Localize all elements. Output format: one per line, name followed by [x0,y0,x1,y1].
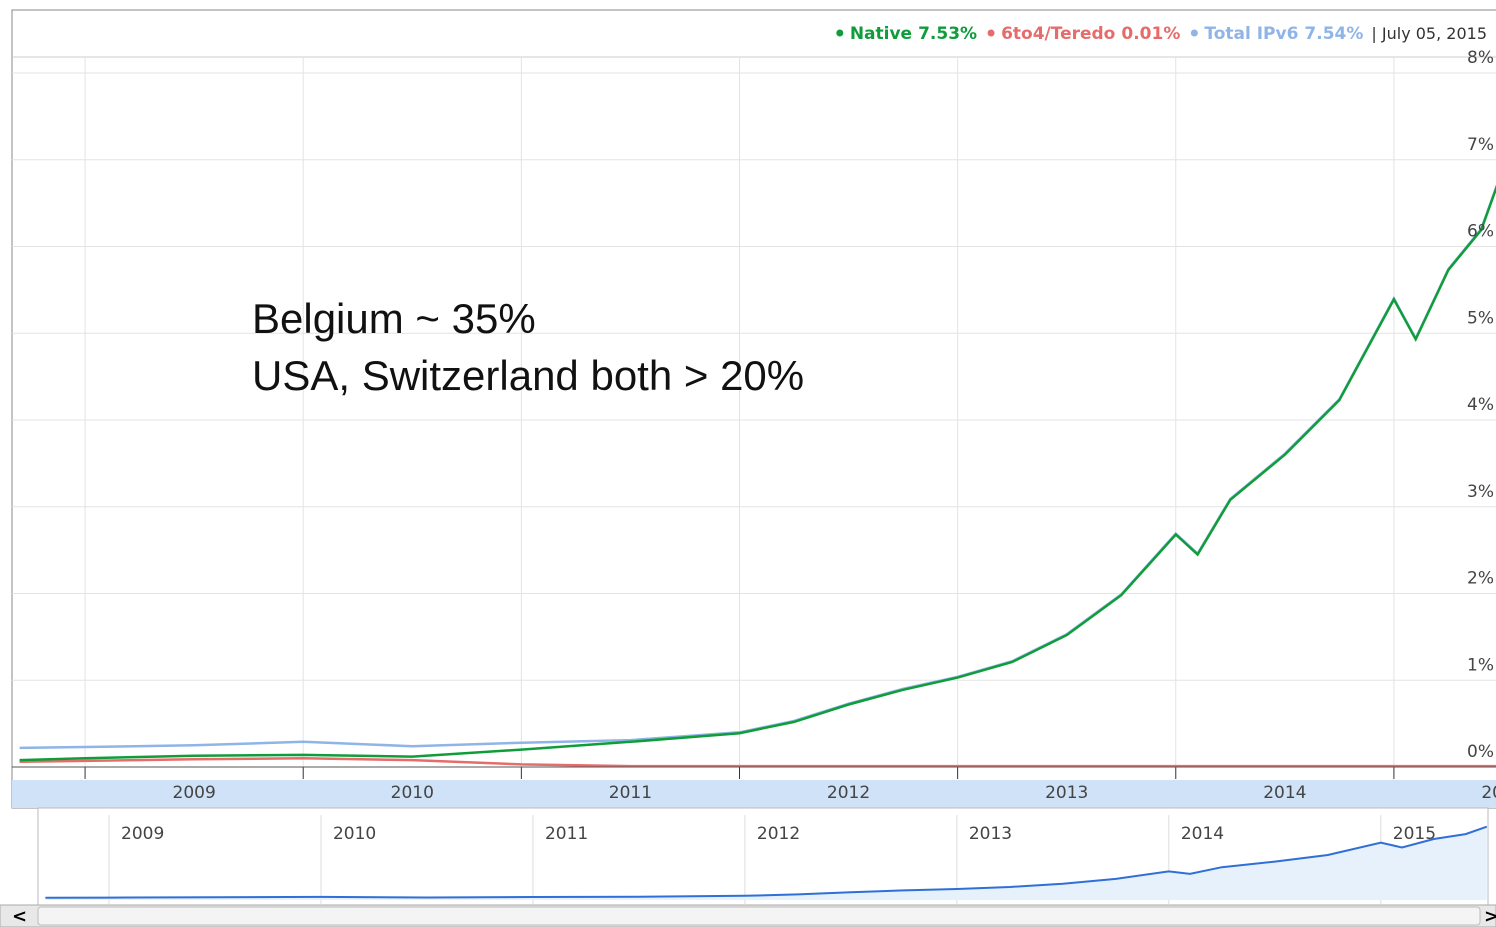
y-tick-label: 3% [1467,482,1494,502]
legend-name: Total IPv6 [1204,24,1298,44]
annotation: Belgium ~ 35% [252,295,536,342]
x-tick-label: 2009 [173,783,216,803]
navigator-label: 2011 [545,824,588,844]
legend-name: Native [850,24,912,44]
navigator-label: 2015 [1393,824,1436,844]
y-tick-label: 0% [1467,742,1494,762]
legend-value: 7.53% [918,24,977,44]
x-tick-label: 2010 [391,783,434,803]
frame [11,9,1496,809]
y-tick-label: 6% [1467,222,1494,242]
legend-dot [987,29,995,37]
x-tick-label: 2015 [1481,783,1496,803]
scroll-thumb[interactable] [37,906,1481,926]
navigator-label: 2012 [757,824,800,844]
y-tick-label: 5% [1467,308,1494,328]
x-tick-label: 2013 [1045,783,1088,803]
x-tick-label: 2011 [609,783,652,803]
legend-name: 6to4/Teredo [1001,24,1115,44]
navigator-line [45,825,1488,899]
x-tick-label: 2014 [1263,783,1306,803]
annotation: USA, Switzerland both > 20% [252,352,804,399]
legend-value: 7.54% [1304,24,1363,44]
navigator-label: 2010 [333,824,376,844]
y-tick-label: 4% [1467,395,1494,415]
legend-dot [1190,29,1198,37]
y-tick-label: 8% [1467,48,1494,68]
navigator-area [45,826,1487,900]
legend-date: | July 05, 2015 [1371,24,1487,43]
y-tick-label: 7% [1467,135,1494,155]
series-line [19,185,1496,762]
legend-dot [836,29,844,37]
legend-value: 0.01% [1121,24,1180,44]
series-line [19,757,1496,768]
navigator-label: 2013 [969,824,1012,844]
y-tick-label: 1% [1467,655,1494,675]
navigator-label: 2009 [121,824,164,844]
x-tick-label: 2012 [827,783,870,803]
scroll-left[interactable]: < [12,906,27,927]
x-axis-band [12,780,1496,808]
navigator-label: 2014 [1181,824,1224,844]
y-tick-label: 2% [1467,569,1494,589]
scroll-right[interactable]: > [1484,906,1496,927]
